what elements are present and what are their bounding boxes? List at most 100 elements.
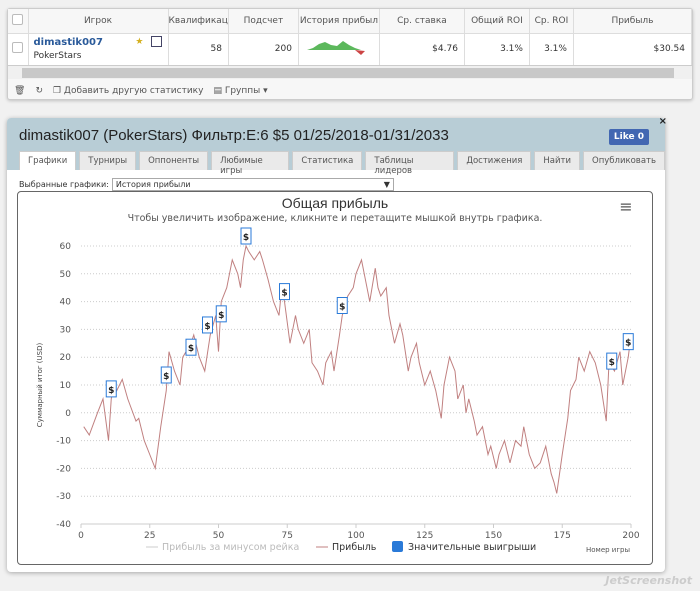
legend-wins-swatch (392, 541, 403, 552)
graph-select-value: История прибыли (115, 180, 191, 189)
tab-tournaments[interactable]: Турниры (79, 151, 137, 170)
tab-publish[interactable]: Опубликовать (583, 151, 665, 170)
big-win-marker-label: $ (243, 233, 249, 243)
select-all-checkbox[interactable] (12, 13, 24, 25)
y-tick-label: 10 (60, 381, 72, 391)
col-header[interactable]: Ср. ставка (379, 9, 465, 33)
col-header[interactable]: Подсчет (228, 9, 299, 33)
row-checkbox[interactable] (12, 42, 24, 53)
col-header[interactable]: Общий ROI (464, 9, 530, 33)
groups-label: Группы (224, 85, 261, 96)
y-tick-label: -20 (56, 464, 71, 474)
avg-roi-value: 3.1% (529, 32, 574, 65)
tab-statistics[interactable]: Статистика (292, 151, 363, 170)
scrollbar-thumb[interactable] (22, 67, 674, 78)
panel-title: dimastik007 (PokerStars) Фильтр:E:6 $5 0… (19, 127, 449, 144)
big-win-marker (215, 305, 227, 323)
add-stat-button[interactable]: ❐ Добавить другую статистику (52, 85, 204, 96)
qualification-value: 58 (168, 32, 229, 65)
table-row: dimastik007 PokerStars ★ 58 200 $4.76 3.… (8, 32, 693, 65)
stats-table: Игрок Квалификац Подсчет История прибыл … (8, 9, 693, 65)
tab-achievements[interactable]: Достижения (457, 151, 532, 170)
legend-profit: Прибыль (332, 542, 377, 553)
big-win-marker-label: $ (218, 311, 224, 321)
y-tick-label: 0 (65, 409, 71, 419)
x-tick-label: 50 (213, 531, 225, 541)
big-win-marker (279, 283, 290, 301)
y-tick-label: 50 (60, 270, 72, 280)
panel-tabs: Графики Турниры Оппоненты Любимые игры С… (19, 151, 665, 176)
x-tick-label: 100 (347, 531, 364, 541)
total-roi-value: 3.1% (464, 32, 530, 65)
chart-subtitle: Чтобы увеличить изображение, кликните и … (128, 213, 543, 224)
big-win-marker (240, 227, 252, 245)
col-header[interactable]: Игрок (28, 9, 169, 33)
big-win-marker (336, 297, 348, 314)
big-win-marker-label: $ (625, 339, 631, 349)
stats-table-panel: Игрок Квалификац Подсчет История прибыл … (7, 8, 693, 100)
x-tick-label: 0 (78, 531, 84, 541)
avg-stake-value: $4.76 (379, 32, 465, 65)
big-win-marker (105, 380, 117, 398)
col-header[interactable]: Прибыль (573, 9, 693, 33)
graph-select[interactable]: История прибыли ▼ (111, 178, 394, 191)
x-axis-label: Номер игры (586, 546, 630, 554)
graph-select-label: Выбранные графики: (19, 180, 109, 189)
y-tick-label: -10 (56, 437, 71, 447)
x-tick-label: 25 (144, 531, 155, 541)
x-tick-label: 75 (282, 531, 293, 541)
menu-icon[interactable]: ≡ (619, 197, 632, 216)
player-link[interactable]: dimastik007 (33, 37, 103, 48)
big-win-marker-label: $ (609, 358, 615, 368)
y-tick-label: -30 (56, 492, 71, 502)
select-all-cell[interactable] (8, 9, 29, 33)
tab-find[interactable]: Найти (534, 151, 580, 170)
export-icon[interactable] (150, 35, 162, 47)
y-tick-label: 20 (60, 353, 72, 363)
trash-icon[interactable]: 🗑 (14, 85, 26, 96)
count-value: 200 (228, 32, 299, 65)
big-win-marker (185, 338, 197, 356)
y-axis-label: Суммарный итог (USD) (36, 343, 44, 428)
tab-graphs[interactable]: Графики (19, 151, 77, 170)
y-tick-label: -40 (56, 520, 71, 530)
col-header[interactable]: История прибыл (298, 9, 380, 33)
col-header[interactable]: Ср. ROI (529, 9, 574, 33)
y-tick-label: 40 (60, 298, 72, 308)
big-win-marker (202, 316, 213, 334)
big-win-marker-label: $ (163, 372, 169, 382)
big-win-marker (622, 333, 634, 351)
big-win-marker-label: $ (188, 344, 194, 354)
tab-opponents[interactable]: Оппоненты (139, 151, 209, 170)
big-win-marker (606, 352, 618, 370)
tab-favorite-games[interactable]: Любимые игры (211, 151, 290, 176)
x-tick-label: 150 (485, 531, 502, 541)
tab-leaderboards[interactable]: Таблицы лидеров (365, 151, 455, 176)
x-tick-label: 200 (622, 531, 639, 541)
profit-line (83, 244, 632, 494)
y-tick-label: 60 (60, 242, 72, 252)
watermark-logo: JetScreenshot (605, 574, 692, 587)
profit-chart[interactable]: Общая прибыль Чтобы увеличить изображение… (17, 191, 653, 565)
big-win-marker-label: $ (281, 289, 287, 299)
horizontal-scrollbar[interactable] (8, 64, 692, 79)
groups-button[interactable]: ▤ Группы ▾ (213, 85, 268, 96)
close-icon[interactable]: × (658, 116, 667, 127)
profit-value: $30.54 (573, 32, 693, 65)
big-win-marker-label: $ (204, 322, 210, 332)
player-panel: dimastik007 (PokerStars) Фильтр:E:6 $5 0… (7, 116, 667, 572)
dropdown-arrow-icon: ▼ (383, 180, 390, 189)
y-tick-label: 30 (60, 325, 72, 335)
player-site: PokerStars (33, 51, 82, 61)
chart-title: Общая прибыль (282, 195, 388, 211)
legend-net-profit: Прибыль за минусом рейка (162, 542, 299, 553)
big-win-marker-label: $ (339, 303, 345, 313)
award-icon: ★ (135, 36, 144, 47)
legend-big-wins: Значительные выигрыши (408, 542, 536, 553)
x-tick-label: 125 (416, 531, 433, 541)
chart-svg[interactable]: Общая прибыль Чтобы увеличить изображение… (18, 192, 652, 564)
like-button[interactable]: Like 0 (608, 129, 649, 145)
col-header[interactable]: Квалификац (168, 9, 229, 33)
refresh-icon[interactable]: ↻ (35, 85, 43, 96)
big-win-marker-label: $ (108, 386, 114, 396)
